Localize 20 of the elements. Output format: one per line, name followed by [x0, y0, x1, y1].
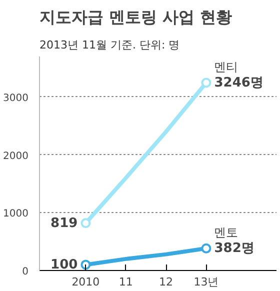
data-label: 100: [50, 258, 78, 273]
point: [80, 260, 91, 270]
data-label: 819: [50, 216, 78, 232]
data-label: 382명: [214, 240, 254, 256]
y-tick-label: 3000: [3, 92, 29, 104]
y-tick-label: 1000: [3, 208, 29, 220]
point: [201, 243, 212, 254]
chart-title: 지도자급 멘토링 사업 현황: [40, 8, 232, 26]
x-tick-label: 12: [159, 276, 174, 288]
point: [201, 78, 212, 88]
chart-subtitle: 2013년 11월 기준. 단위: 명: [40, 38, 180, 52]
point: [80, 218, 91, 228]
x-tick-label: 13년: [194, 276, 219, 288]
y-tick-label: 2000: [3, 150, 29, 162]
y-tick-label: 0: [22, 266, 29, 278]
series-label: 멘토: [214, 225, 238, 240]
series-label: 멘티: [214, 60, 238, 74]
data-label: 3246명: [214, 75, 264, 90]
x-tick-label: 2010: [72, 276, 100, 288]
x-tick-label: 11: [118, 276, 133, 288]
